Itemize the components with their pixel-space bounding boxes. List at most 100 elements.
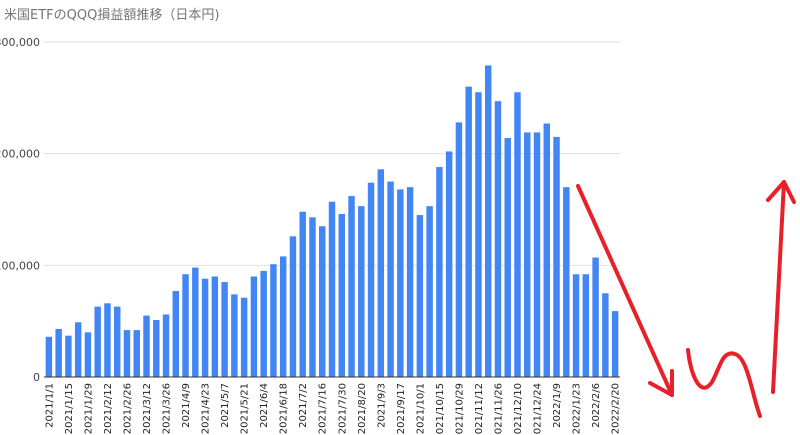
bar — [309, 217, 316, 377]
x-tick-label: 2021/9/17 — [396, 383, 407, 434]
x-tick-label: 2021/12/10 — [513, 383, 524, 435]
y-tick-label: 200,000 — [0, 148, 40, 161]
bar — [328, 201, 336, 377]
bar — [192, 267, 199, 377]
x-tick-label: 2021/5/7 — [220, 383, 231, 428]
bar — [445, 151, 453, 377]
bar — [563, 187, 570, 377]
x-tick-label: 2022/2/20 — [611, 383, 622, 434]
bars — [45, 65, 619, 378]
bar — [592, 257, 599, 377]
bar — [143, 315, 150, 377]
bar — [94, 306, 101, 377]
bar — [55, 328, 62, 377]
bar — [348, 196, 355, 377]
bar — [367, 182, 375, 377]
bar — [133, 330, 140, 377]
bar — [84, 332, 92, 377]
y-tick-label: 0 — [33, 371, 40, 384]
bar — [153, 320, 160, 377]
bar — [270, 264, 277, 377]
bar — [484, 65, 492, 377]
x-tick-label: 2021/6/18 — [279, 383, 290, 434]
bar — [231, 294, 238, 377]
x-tick-label: 2021/1/15 — [64, 383, 75, 434]
bar — [465, 86, 472, 378]
x-tick-label: 2021/10/29 — [454, 383, 465, 435]
bar — [74, 322, 82, 377]
chart-title: 米国ETFのQQQ損益額推移（日本円) — [4, 8, 220, 23]
bar — [182, 274, 189, 377]
bar — [319, 226, 326, 377]
bar — [172, 291, 180, 377]
bar — [416, 215, 424, 377]
bar — [455, 122, 463, 378]
bar — [406, 187, 414, 377]
x-tick-label: 2021/2/26 — [122, 383, 133, 434]
red-down-arrow-icon — [576, 184, 674, 397]
bar — [543, 123, 551, 378]
x-tick-label: 2021/11/12 — [474, 383, 485, 435]
bar — [211, 276, 219, 377]
red-up-arrow-head — [766, 180, 796, 204]
bar — [299, 211, 306, 377]
bar — [45, 336, 53, 377]
bar — [582, 274, 590, 377]
bar — [533, 132, 541, 377]
bar — [397, 189, 404, 377]
bar — [514, 92, 521, 377]
bar — [162, 314, 170, 377]
bar — [358, 206, 365, 377]
x-tick-label: 2022/1/23 — [572, 383, 583, 434]
red-squiggle-icon — [686, 348, 762, 418]
y-tick-label: 300,000 — [0, 36, 40, 49]
bar — [387, 181, 394, 377]
x-tick-label: 2021/4/23 — [201, 383, 212, 434]
bar — [240, 297, 248, 377]
bar — [602, 293, 609, 377]
bar — [65, 335, 72, 377]
x-tick-label: 2021/7/2 — [298, 383, 309, 428]
bar — [426, 206, 433, 377]
x-tick-label: 2021/9/3 — [376, 383, 387, 428]
bar — [250, 276, 258, 377]
annotations — [576, 180, 796, 418]
bar — [524, 132, 531, 377]
x-tick-label: 2021/4/9 — [181, 383, 192, 428]
bar — [553, 136, 560, 377]
x-tick-label: 2021/11/26 — [493, 383, 504, 435]
bar — [572, 274, 580, 377]
red-up-arrow-icon — [771, 180, 786, 394]
x-tick-label: 2021/6/4 — [259, 383, 270, 428]
bar — [260, 270, 267, 377]
x-tick-label: 2021/12/24 — [533, 383, 544, 435]
bar — [279, 256, 287, 377]
x-tick-label: 2021/10/1 — [415, 383, 426, 434]
bar — [611, 311, 619, 377]
bar — [123, 330, 131, 377]
bar — [377, 169, 385, 377]
x-tick-label: 2021/8/20 — [357, 383, 368, 434]
x-tick-label: 2021/2/12 — [103, 383, 114, 434]
x-tick-label: 2021/3/12 — [142, 383, 153, 434]
bar — [201, 278, 209, 377]
x-tick-label: 2021/1/1 — [44, 383, 55, 428]
x-tick-label: 2021/1/29 — [83, 383, 94, 434]
x-tick-label: 2021/7/30 — [337, 383, 348, 434]
bar — [289, 236, 297, 377]
x-tick-label: 2021/7/16 — [318, 383, 329, 434]
bar — [104, 303, 111, 377]
x-tick-label: 2022/1/9 — [552, 383, 563, 428]
bar — [504, 138, 511, 377]
bar — [338, 213, 345, 377]
x-tick-label: 2021/5/21 — [240, 383, 251, 434]
x-tick-label: 2022/2/6 — [591, 383, 602, 428]
bar — [494, 101, 502, 377]
bar — [221, 282, 228, 377]
bar — [475, 92, 482, 377]
y-axis-ticks: 0 100,000 200,000 300,000 — [0, 36, 40, 384]
x-tick-label: 2021/3/26 — [162, 383, 173, 434]
bar — [436, 167, 443, 377]
y-tick-label: 100,000 — [0, 259, 40, 272]
